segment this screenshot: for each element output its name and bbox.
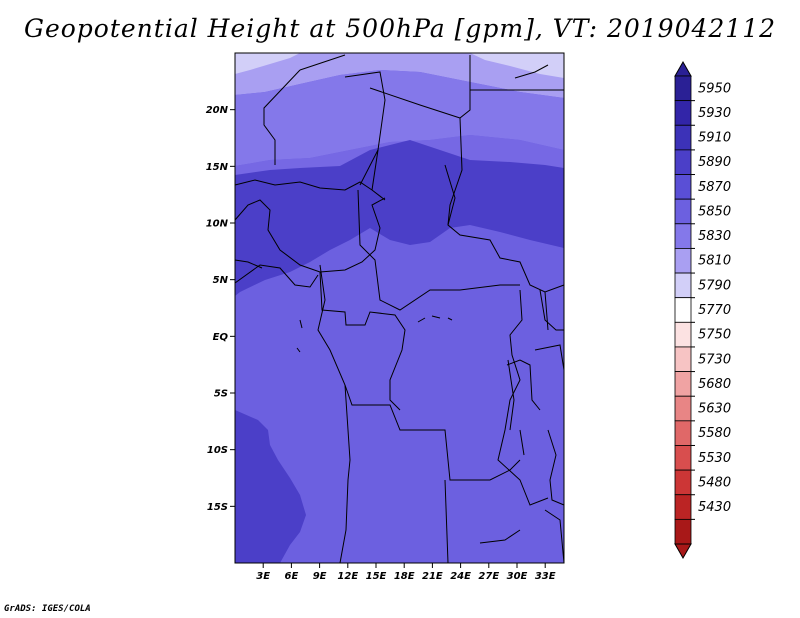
colorbar-swatch bbox=[674, 248, 692, 274]
lat-tick-label: 5N bbox=[213, 275, 229, 286]
lat-tick-label: 5S bbox=[214, 389, 228, 400]
colorbar-swatch bbox=[674, 346, 692, 372]
lat-tick-label: 10S bbox=[207, 445, 228, 456]
colorbar-label: 5630 bbox=[698, 402, 731, 417]
colorbar-label: 5530 bbox=[698, 451, 731, 466]
lat-tick-label: 20N bbox=[206, 105, 229, 116]
colorbar-swatch bbox=[674, 420, 692, 446]
colorbar-label: 5930 bbox=[698, 106, 731, 121]
map-frame bbox=[234, 52, 565, 564]
lon-tick-label: 33E bbox=[535, 571, 556, 582]
colorbar-label: 5480 bbox=[698, 475, 731, 490]
lon-tick-label: 27E bbox=[478, 571, 499, 582]
grads-credit: GrADS: IGES/COLA bbox=[4, 604, 91, 614]
colorbar-swatch bbox=[674, 494, 692, 520]
lat-tick-label: EQ bbox=[213, 332, 229, 343]
lon-tick-label: 3E bbox=[256, 571, 270, 582]
colorbar-swatch bbox=[674, 174, 692, 200]
country-borders bbox=[234, 54, 565, 564]
lon-tick-label: 15E bbox=[366, 571, 387, 582]
lon-tick-label: 6E bbox=[285, 571, 299, 582]
colorbar-swatch bbox=[674, 371, 692, 397]
lon-tick-label: 9E bbox=[313, 571, 327, 582]
colorbar-swatch bbox=[674, 518, 692, 545]
colorbar-swatch bbox=[674, 149, 692, 175]
colorbar-label: 5580 bbox=[698, 426, 731, 441]
height-band-5790 bbox=[235, 53, 300, 74]
height-band-5890-sw bbox=[235, 410, 306, 563]
height-band-5790-ne bbox=[470, 53, 564, 78]
colorbar-label: 5810 bbox=[698, 254, 731, 269]
colorbar-swatch bbox=[674, 100, 692, 126]
latitude-axis: 20N 15N 10N 5N EQ 5S 10S 15S bbox=[206, 105, 235, 513]
colorbar-label: 5850 bbox=[698, 204, 731, 219]
colorbar: 5950 5930 5910 5890 5870 5850 5830 5810 5790 5770… bbox=[674, 60, 731, 560]
longitude-axis: 3E 6E 9E 12E 15E 18E 21E 24E 27E 30E 33E bbox=[256, 563, 556, 582]
colorbar-label: 5890 bbox=[698, 155, 731, 170]
colorbar-swatch bbox=[674, 469, 692, 496]
colorbar-swatch bbox=[674, 75, 692, 102]
chart-title: Geopotential Height at 500hPa [gpm], VT:… bbox=[23, 14, 777, 43]
colorbar-label: 5950 bbox=[698, 81, 731, 96]
colorbar-label: 5430 bbox=[698, 500, 731, 515]
colorbar-swatch bbox=[674, 395, 692, 422]
colorbar-label: 5770 bbox=[698, 303, 731, 318]
colorbar-top-arrow bbox=[674, 60, 692, 77]
colorbar-bottom-arrow bbox=[674, 543, 692, 560]
colorbar-label: 5750 bbox=[698, 328, 731, 343]
colorbar-swatch bbox=[674, 223, 692, 249]
height-band-5870 bbox=[235, 140, 564, 296]
colorbar-swatch bbox=[674, 445, 692, 471]
height-band-5830 bbox=[235, 70, 564, 166]
lon-tick-label: 24E bbox=[450, 571, 471, 582]
colorbar-label: 5910 bbox=[698, 131, 731, 146]
lon-tick-label: 21E bbox=[422, 571, 443, 582]
colorbar-swatch bbox=[674, 198, 692, 225]
colorbar-label: 5790 bbox=[698, 278, 731, 293]
lon-tick-label: 12E bbox=[337, 571, 358, 582]
colorbar-label: 5830 bbox=[698, 229, 731, 244]
map-panel: 20N 15N 10N 5N EQ 5S 10S 15S 3E 6E 9E 12E 15E 18E 21E… bbox=[206, 52, 565, 582]
lat-tick-label: 10N bbox=[206, 219, 229, 230]
colorbar-label: 5730 bbox=[698, 352, 731, 367]
colorbar-swatch bbox=[674, 321, 692, 348]
colorbar-swatch bbox=[674, 272, 692, 299]
colorbar-label: 5870 bbox=[698, 180, 731, 195]
lat-tick-label: 15S bbox=[207, 502, 228, 513]
colorbar-label: 5680 bbox=[698, 377, 731, 392]
colorbar-swatch bbox=[674, 124, 692, 151]
colorbar-swatch bbox=[674, 297, 692, 323]
lon-tick-label: 18E bbox=[394, 571, 415, 582]
lon-tick-label: 30E bbox=[507, 571, 528, 582]
lat-tick-label: 15N bbox=[206, 162, 229, 173]
